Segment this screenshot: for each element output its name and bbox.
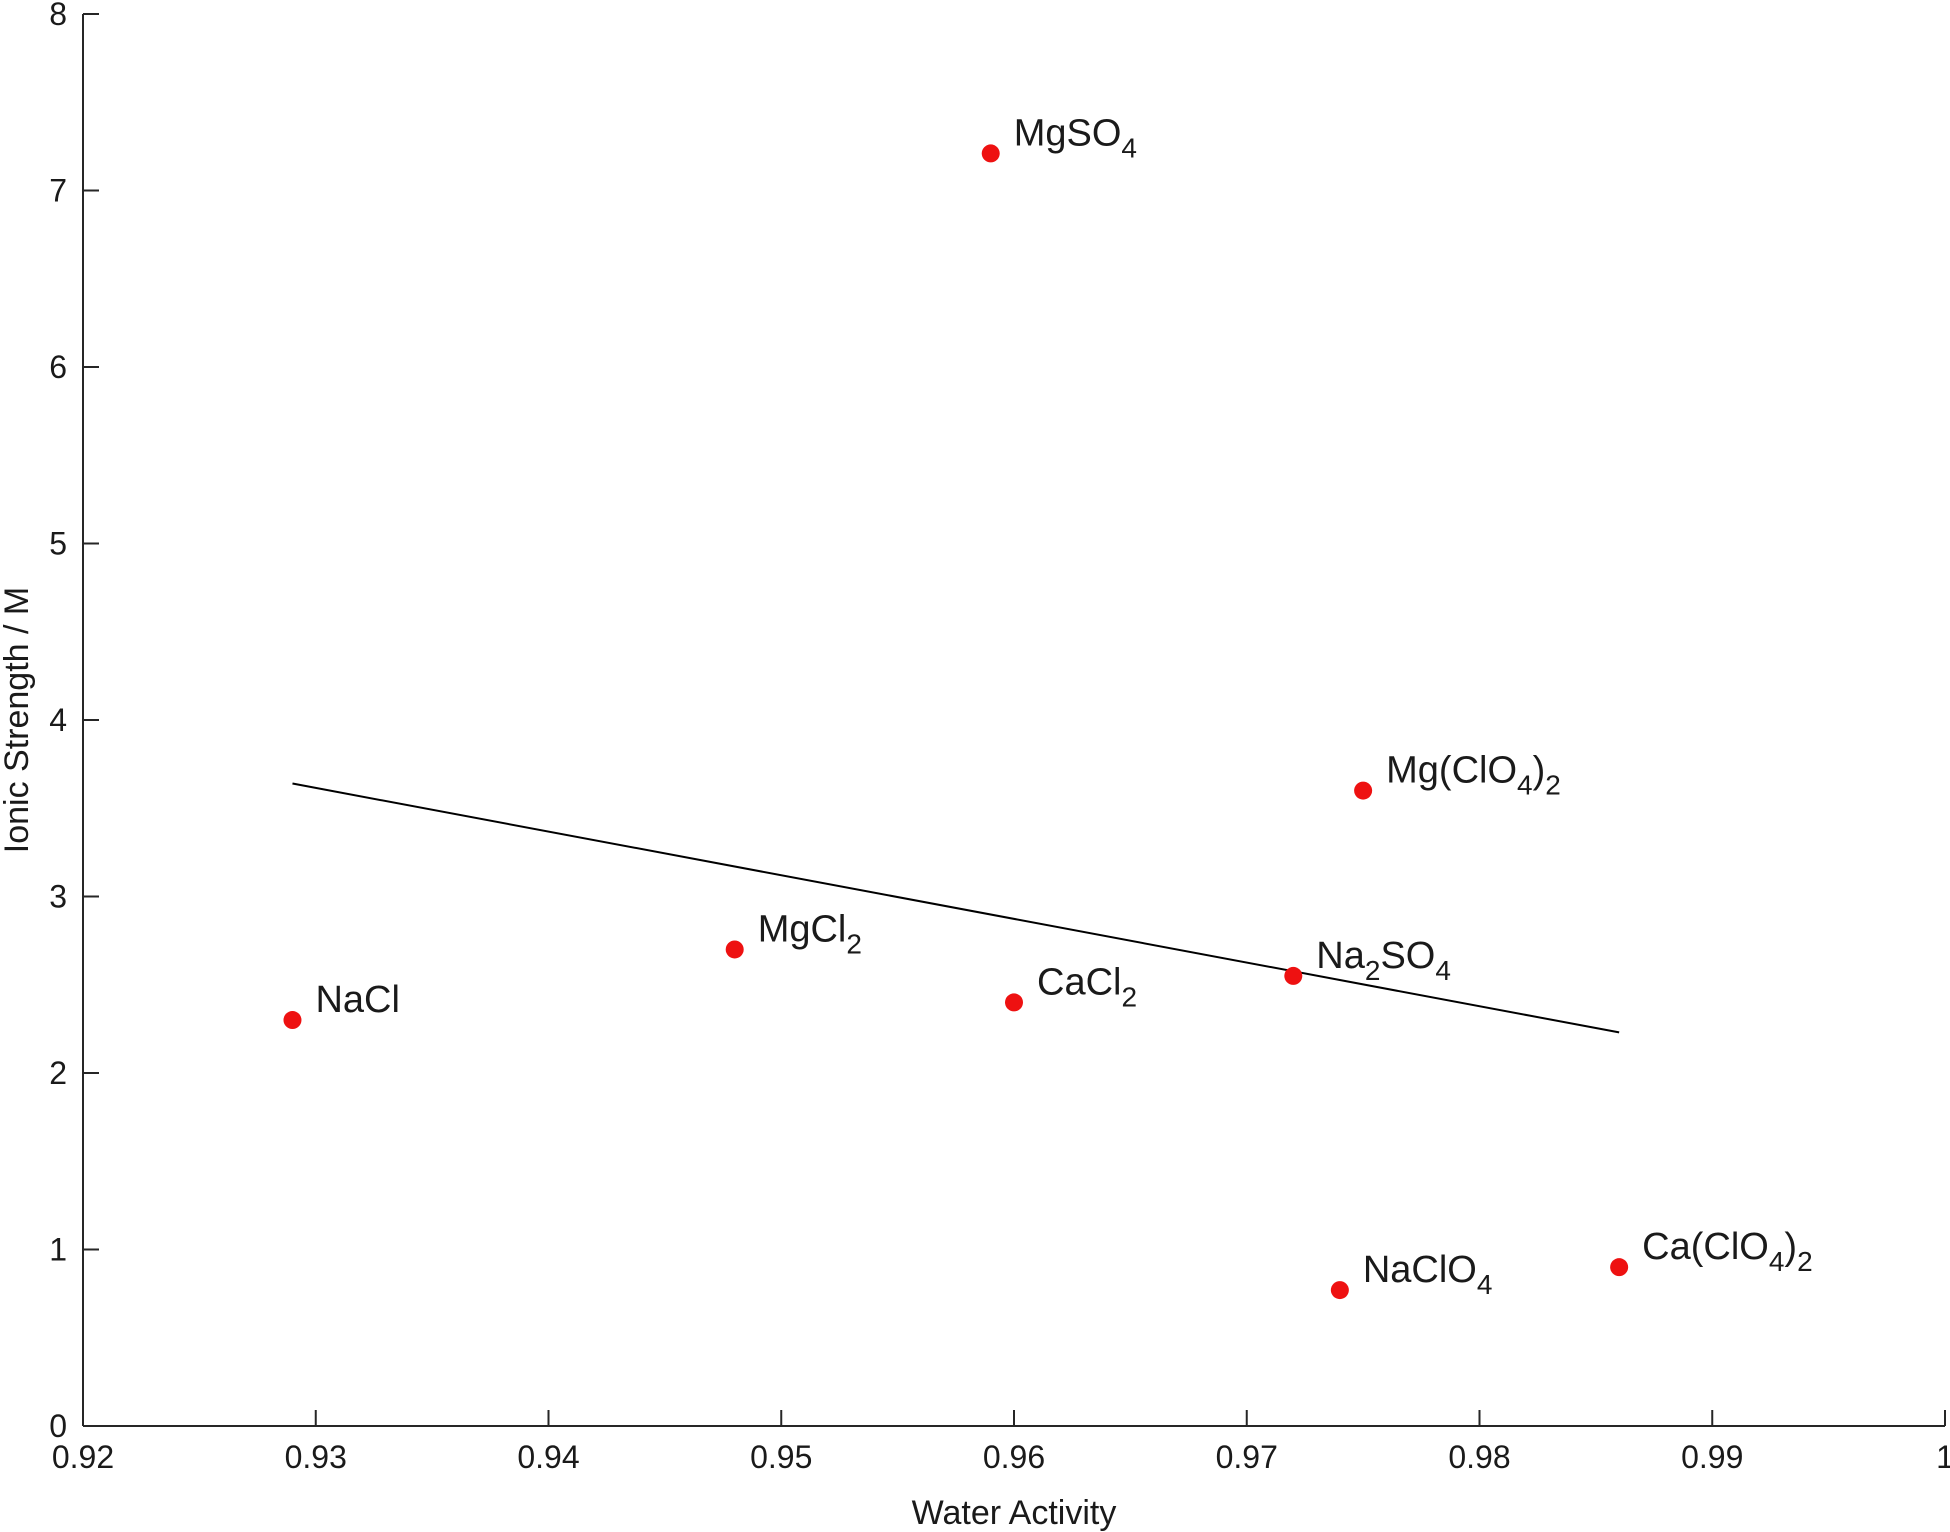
y-tick-label: 6 [49,349,67,385]
x-axis-title: Water Activity [912,1494,1117,1532]
axes: 0.92 0.93 0.94 0.95 0.96 0.97 0.98 0.99 1 0 1 2 3 4 5 6… [49,0,1950,1475]
data-point [725,940,744,959]
data-point [1284,966,1303,985]
data-point-label: NaCl [315,979,399,1021]
data-point [1330,1281,1349,1300]
x-tick-label: 0.97 [1216,1439,1278,1475]
data-point-label: CaCl2 [1037,961,1137,1012]
x-tick-label: 0.94 [517,1439,579,1475]
y-tick-label: 8 [49,0,67,32]
data-points [283,144,1629,1300]
x-tick-label: 0.96 [983,1439,1045,1475]
x-tick-label: 0.95 [750,1439,812,1475]
data-point-labels: MgSO4 Mg(ClO4)2 MgCl2 Na2SO4 CaCl2 NaCl Ca(ClO… [315,112,1812,1300]
y-tick-label: 7 [49,173,67,209]
x-tick-label: 0.98 [1448,1439,1510,1475]
data-point [1005,993,1023,1012]
x-tick-label: 1 [1936,1439,1950,1475]
data-point [981,144,1000,163]
data-point [1610,1258,1629,1277]
x-tick-label: 0.93 [285,1439,347,1475]
x-tick-label: 0.99 [1681,1439,1743,1475]
data-point-label: Na2SO4 [1316,935,1451,986]
y-tick-label: 2 [49,1055,67,1091]
y-axis-title: Ionic Strength / M [0,587,36,853]
y-tick-label: 4 [49,702,67,738]
y-tick-label: 3 [49,879,67,915]
fit-line-group [292,782,1620,1034]
data-point-label: Mg(ClO4)2 [1386,750,1561,801]
fit-line [292,782,1620,1034]
data-point [283,1011,302,1030]
y-tick-label: 0 [49,1408,67,1444]
x-tick-label: 0.92 [52,1439,114,1475]
data-point-label: MgCl2 [758,908,862,959]
data-point [1354,781,1373,800]
data-point-label: NaClO4 [1363,1249,1493,1300]
data-point-label: Ca(ClO4)2 [1642,1226,1813,1277]
y-tick-label: 1 [49,1232,67,1268]
y-tick-label: 5 [49,526,67,562]
data-point-label: MgSO4 [1014,112,1137,163]
